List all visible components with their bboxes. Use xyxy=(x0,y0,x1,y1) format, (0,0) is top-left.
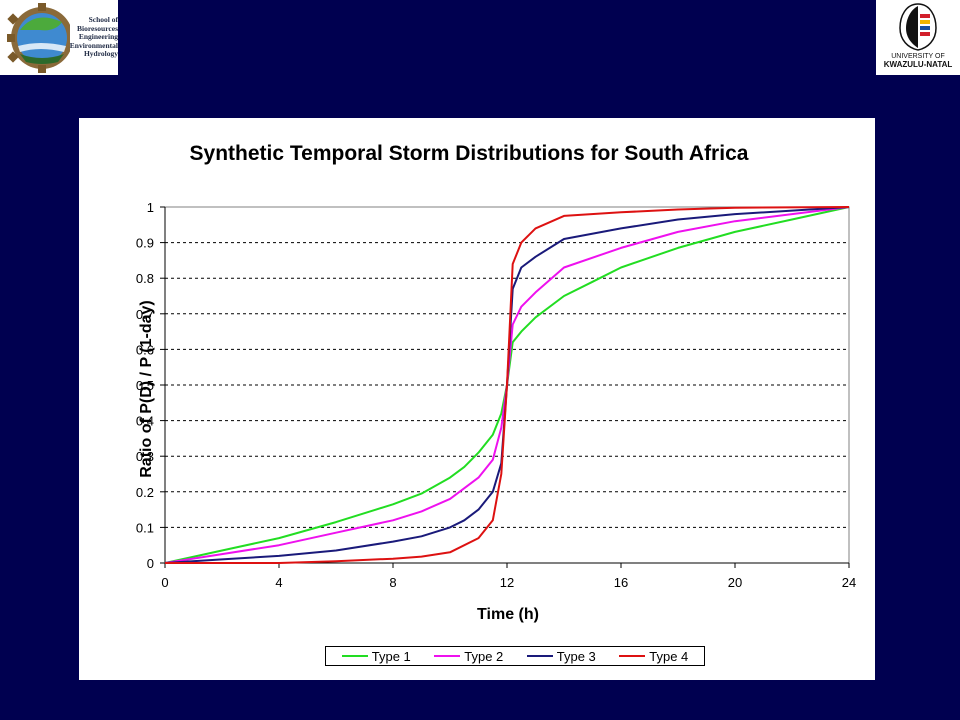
series-line-type-2 xyxy=(164,206,850,564)
y-tick-label: 0 xyxy=(147,556,154,571)
university-crest-icon xyxy=(899,3,937,51)
y-tick-label: 0.9 xyxy=(136,236,154,251)
y-tick-label: 0.6 xyxy=(136,342,154,357)
y-tick-label: 0.5 xyxy=(136,378,154,393)
x-tick-label: 16 xyxy=(614,575,628,590)
legend-item-type-1: Type 1 xyxy=(341,648,411,664)
legend-swatch xyxy=(341,655,368,657)
legend-swatch xyxy=(526,655,553,657)
school-logo-text: School of Bioresources Engineering Envir… xyxy=(69,15,118,58)
legend-item-type-3: Type 3 xyxy=(526,648,596,664)
university-logo: UNIVERSITY OF KWAZULU-NATAL xyxy=(876,0,960,75)
chart-panel: 0 0.1 0.2 0.3 0.4 0.5 0.6 0.7 0.8 0.9 1 0 4 8 12 16 20 24… xyxy=(79,118,875,680)
legend-label: Type 1 xyxy=(371,648,411,664)
legend-swatch xyxy=(619,655,646,657)
y-axis-label: Ratio of P(D) / P (1-day) xyxy=(138,300,155,478)
y-tick-label: 0.1 xyxy=(136,520,154,535)
legend-label: Type 2 xyxy=(464,648,504,664)
gear-globe-icon xyxy=(7,3,70,73)
university-logo-text: UNIVERSITY OF KWAZULU-NATAL xyxy=(883,53,953,69)
x-tick-label: 20 xyxy=(728,575,742,590)
x-tick-label: 8 xyxy=(389,575,396,590)
legend-item-type-4: Type 4 xyxy=(619,649,688,664)
x-tick-label: 0 xyxy=(161,575,168,590)
x-tick-label: 24 xyxy=(842,575,856,590)
legend-swatch xyxy=(434,655,461,657)
school-logo: School of Bioresources Engineering Envir… xyxy=(0,0,118,75)
series-line-type-4 xyxy=(165,206,850,564)
x-axis-label: Time (h) xyxy=(477,606,539,623)
legend-label: Type 3 xyxy=(556,648,596,664)
y-tick-label: 0.3 xyxy=(136,449,154,464)
y-tick-label: 0.2 xyxy=(136,485,154,500)
x-tick-label: 12 xyxy=(500,575,514,590)
chart-legend: Type 1 Type 2 Type 3 Type 4 xyxy=(325,646,705,666)
legend-label: Type 4 xyxy=(649,648,689,664)
y-tick-label: 1 xyxy=(147,200,154,215)
chart-title: Synthetic Temporal Storm Distributions f… xyxy=(189,142,749,165)
y-tick-label: 0.8 xyxy=(136,271,154,286)
x-tick-label: 4 xyxy=(275,575,282,590)
line-chart: 0 0.1 0.2 0.3 0.4 0.5 0.6 0.7 0.8 0.9 1 0 4 8 12 16 20 24 xyxy=(136,200,856,590)
y-tick-label: 0.7 xyxy=(136,307,154,322)
y-tick-label: 0.4 xyxy=(136,414,154,429)
legend-item-type-2: Type 2 xyxy=(434,649,503,664)
